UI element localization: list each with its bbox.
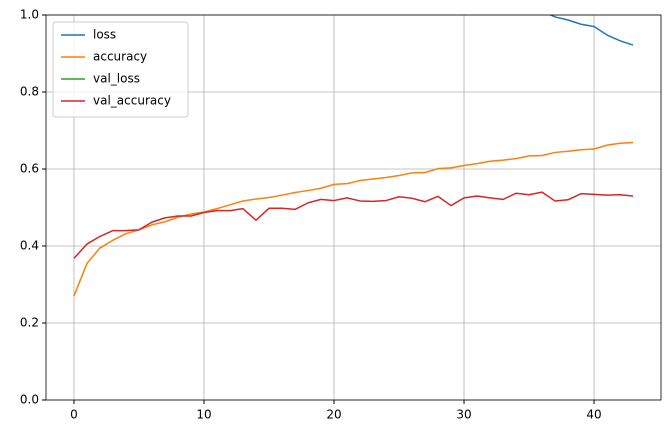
x-tick-label: 20 bbox=[326, 408, 341, 422]
plot-area bbox=[73, 15, 634, 297]
legend-label: val_loss bbox=[93, 72, 140, 86]
y-tick-label: 0.2 bbox=[20, 316, 39, 330]
x-tick-label: 30 bbox=[456, 408, 471, 422]
y-tick-label: 0.4 bbox=[20, 239, 39, 253]
legend-label: loss bbox=[93, 28, 116, 42]
legend-label: accuracy bbox=[93, 50, 147, 64]
y-tick-label: 1.0 bbox=[20, 8, 39, 22]
line bbox=[73, 141, 634, 297]
plot-frame bbox=[45, 14, 662, 401]
legend-label: val_accuracy bbox=[93, 94, 171, 108]
x-tick-label: 40 bbox=[586, 408, 601, 422]
line bbox=[73, 191, 634, 259]
y-tick-label: 0.6 bbox=[20, 162, 39, 176]
legend-box bbox=[52, 21, 189, 118]
y-tick-label: 0.8 bbox=[20, 85, 39, 99]
y-tick-label: 0.0 bbox=[20, 393, 39, 407]
x-tick-label: 10 bbox=[196, 408, 211, 422]
x-tick-label: 0 bbox=[70, 408, 78, 422]
